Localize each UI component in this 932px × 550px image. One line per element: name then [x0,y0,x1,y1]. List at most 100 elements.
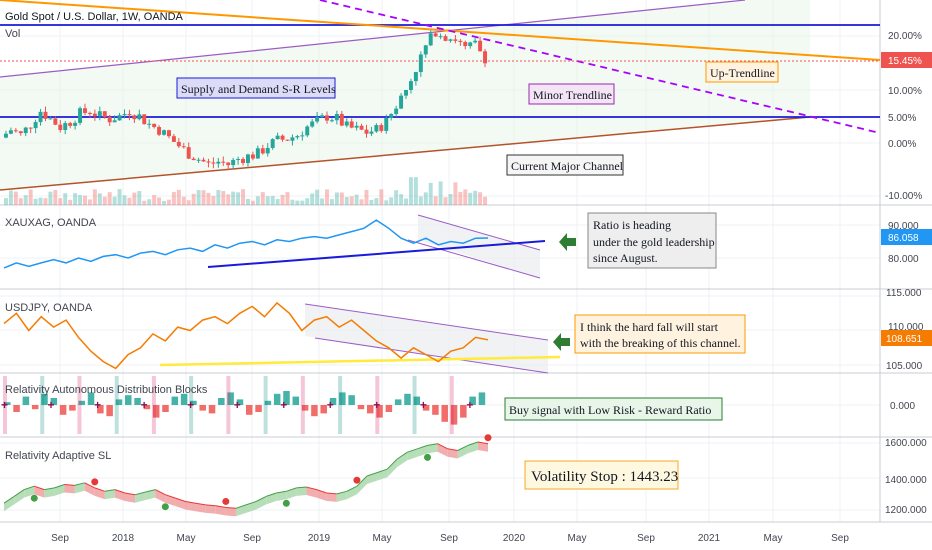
usdjpy-channel-lower [314,337,549,374]
sl-signal-dot [91,478,99,486]
radb-block-marker [263,376,268,434]
main-pane-title: Gold Spot / U.S. Dollar, 1W, OANDA [5,11,184,23]
radb-bar [246,405,253,415]
volatility-stop-text: Volatility Stop : 1443.23 [531,469,678,485]
sl-line-segment [407,448,418,453]
sl-line-segment [326,492,337,495]
volume-bar [468,192,473,205]
sl-line-segment [346,485,358,492]
volume-bar [221,191,226,205]
radb-bar [320,405,327,414]
sl-signal-dot [484,434,492,442]
volume-bar [176,189,181,205]
sl-line-segment [175,497,186,502]
up-trendline [0,0,881,61]
major-channel-line [0,116,811,191]
candle-body [246,154,250,163]
radb-cross-icon: + [373,398,380,412]
sl-line-segment [437,443,448,450]
xauxag-channel-lower [407,239,541,279]
volume-bar [181,196,186,205]
candle-body [157,127,162,135]
sl-band-segment [306,487,317,498]
time-axis: Sep 2018 May Sep 2019 May Sep 2020 May Sep 2021 May… [51,533,849,544]
volume-bar [13,191,18,205]
volume-bar [310,193,315,205]
candle-body [463,42,468,47]
usdjpy-value-tag [881,330,932,346]
radb-bar [227,392,234,405]
volume-bar [78,195,83,205]
volume-bar [260,192,265,205]
candle-body [270,139,275,148]
candle-body [369,131,374,134]
volume-bar [122,195,127,205]
candle-body [142,114,147,125]
volume-bar [275,199,280,205]
candle-body [117,115,122,121]
volume-bar [325,189,329,205]
sl-band-segment [326,493,337,502]
axis-tick-label: 80.000 [888,254,919,265]
candle-body [483,51,488,64]
usdjpy-drawings [159,303,561,374]
sl-line-segment [205,504,216,507]
usdjpy-yellow-line [159,355,561,367]
sl-line-segment [3,495,15,504]
candle-body [433,33,438,37]
radb-bar [152,405,160,418]
radb-bar [422,405,430,411]
volume-bar [117,189,122,205]
radb-block-marker [151,376,156,434]
sl-band-segment [84,482,95,496]
volume-bar [255,196,260,205]
sl-line-segment [366,472,378,477]
sl-line-segment [477,441,489,445]
time-axis-label: 2021 [698,533,721,544]
volume-bar [433,196,438,205]
candle-body [255,148,260,159]
radb-bar [264,400,272,405]
sl-line-segment [34,485,45,491]
time-axis-label: Sep [831,533,849,544]
volume-bar [280,194,285,205]
radb-cross-icon: + [141,398,148,412]
volume-bar [68,199,73,205]
supply-demand-text: Supply and Demand S-R Levels [181,82,336,96]
radb-block-marker [226,376,231,434]
volume-bar [379,189,384,205]
candle-body [97,111,102,117]
volume-bar [404,198,408,205]
volume-bar [211,196,216,205]
radb-bar [143,405,151,410]
volume-bar [231,191,236,205]
candle-body [443,36,448,41]
candle-body [78,108,83,123]
xauxag-drawings [207,214,546,279]
sl-line-segment [467,441,479,446]
sl-band-segment [104,489,115,500]
up-trendline-text: Up-Trendline [710,66,775,80]
sl-band-segment [14,489,25,505]
sl-line-segment [235,504,247,509]
candle-body [458,40,463,43]
volume-bar [137,191,142,205]
radb-bar [273,393,281,405]
candle-body [384,117,389,131]
axis-tick-label: 10.00% [888,86,922,97]
volume-bar [478,192,483,205]
radb-cross-icon: + [327,398,334,412]
candle-body [211,162,216,164]
candle-body [231,159,236,166]
candle-body [112,120,117,123]
sl-signal-dot [222,497,230,505]
sl-signal-dot [353,476,361,484]
candle-body [404,89,408,96]
radb-block-marker [77,376,82,434]
candle-body [102,111,107,117]
volume-bar [73,193,78,205]
sl-signal-dot [282,499,290,507]
up-trendline-note: Up-Trendline [705,61,779,83]
axis-tick-label: 105.000 [886,361,923,372]
